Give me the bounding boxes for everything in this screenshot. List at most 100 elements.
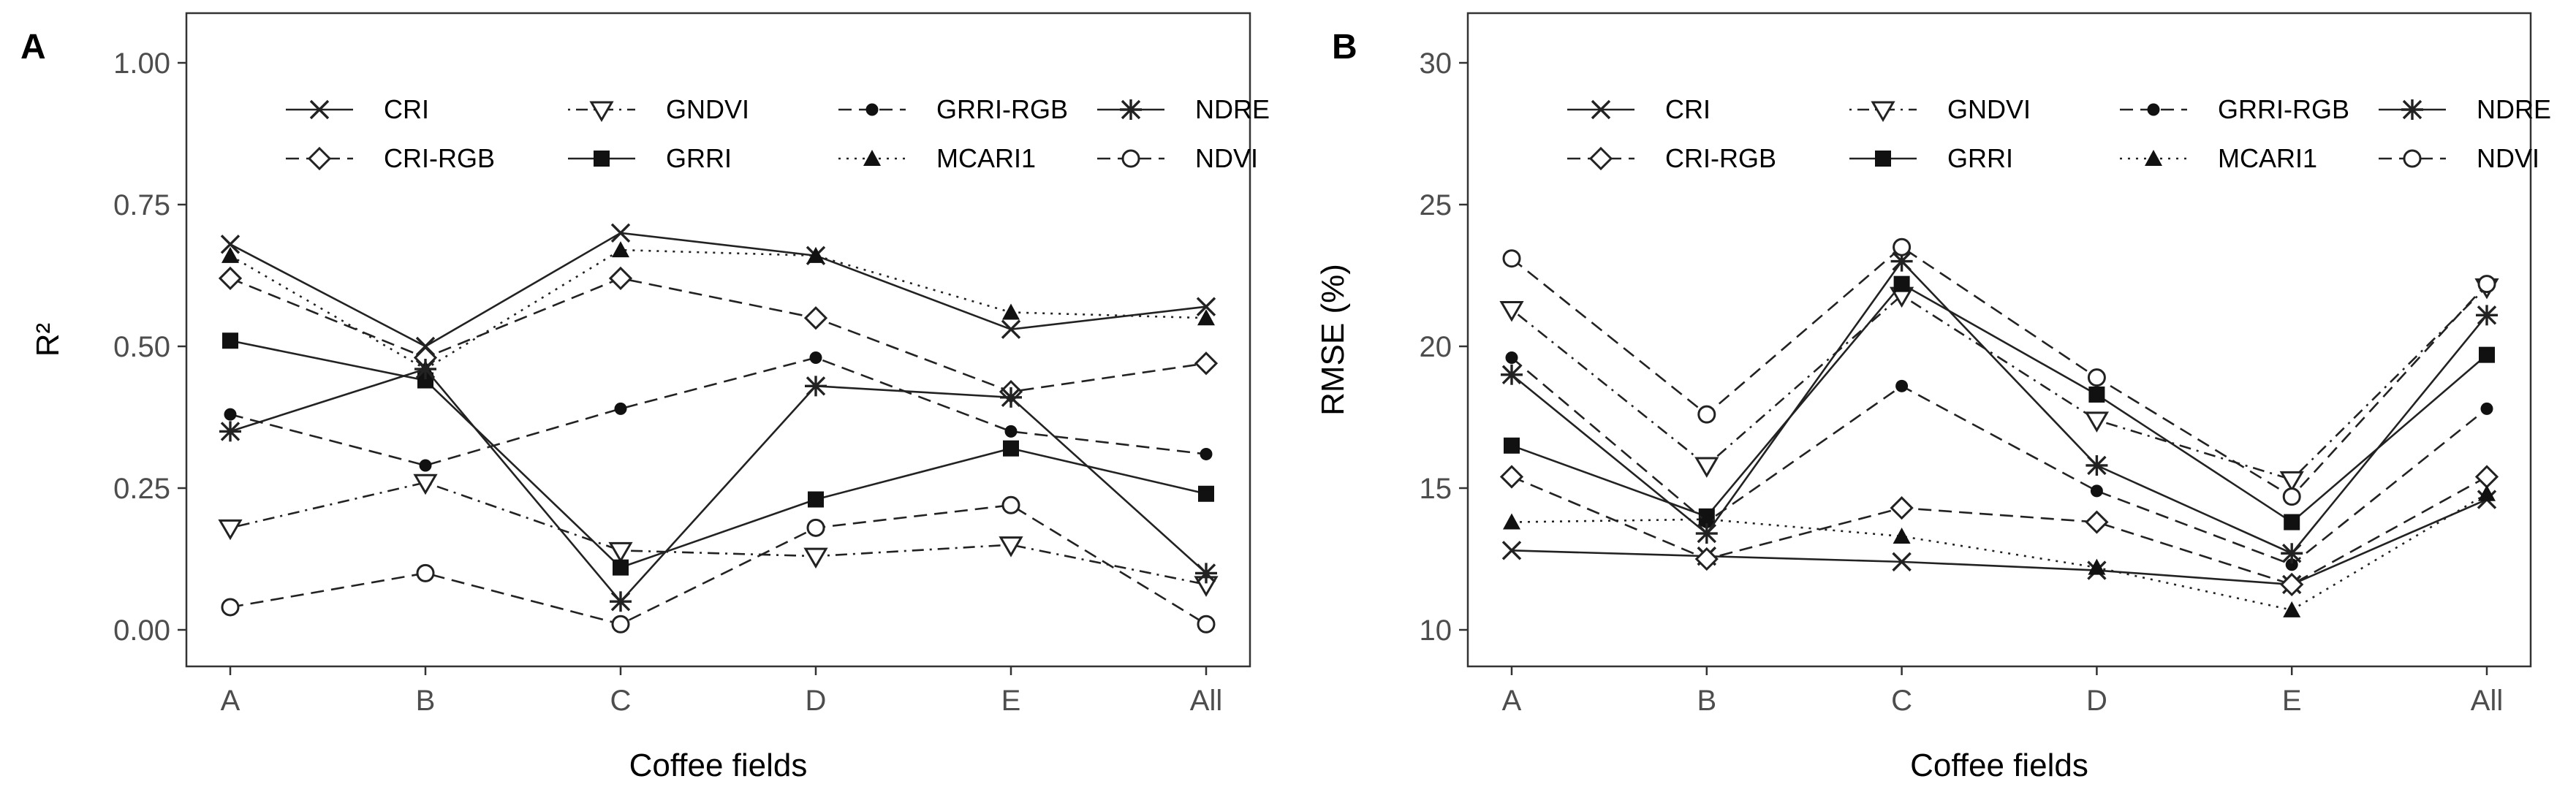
x-tick-label: E <box>1001 685 1021 717</box>
y-axis-title: RMSE (%) <box>1315 264 1351 416</box>
data-point <box>1000 387 1022 408</box>
data-point <box>221 246 239 263</box>
series-grri <box>222 332 1214 576</box>
data-point <box>2284 514 2300 530</box>
series-grri <box>1504 275 2495 530</box>
series-gndvi <box>218 473 1219 597</box>
legend-item-gndvi: GNDVI <box>568 94 749 124</box>
legend-item-grri-rgb: GRRI-RGB <box>2120 94 2349 124</box>
legend-item-gndvi: GNDVI <box>1849 94 2031 124</box>
data-point <box>1893 275 1910 292</box>
data-point <box>1890 496 1914 520</box>
series-gndvi <box>1499 278 2499 492</box>
y-tick-label: 0.50 <box>113 331 170 363</box>
data-point <box>221 598 240 617</box>
series-line <box>230 232 1207 348</box>
data-point <box>803 306 828 330</box>
data-point <box>1195 563 1217 584</box>
x-axis-title: Coffee fields <box>1910 748 2088 783</box>
series-line <box>230 368 1207 604</box>
data-point <box>611 615 630 634</box>
series-line <box>230 503 1207 625</box>
data-point <box>2085 510 2109 534</box>
y-tick-label: 10 <box>1420 615 1452 647</box>
data-point <box>2086 454 2108 476</box>
legend-label: GRRI <box>666 143 732 173</box>
legend-item-ndre: NDRE <box>2379 94 2551 124</box>
data-point <box>2285 558 2298 571</box>
data-point <box>608 541 633 563</box>
legend-marker <box>865 103 879 116</box>
y-tick-label: 30 <box>1420 47 1452 80</box>
x-tick-label: C <box>610 685 632 717</box>
series-line <box>1511 498 2488 586</box>
data-point <box>809 351 822 365</box>
legend-label: NDRE <box>1195 94 1270 124</box>
data-point <box>218 519 243 541</box>
legend-label: MCARI1 <box>936 143 1036 173</box>
data-point <box>1695 523 1718 544</box>
y-tick-label: 0.25 <box>113 473 170 505</box>
data-point <box>2283 601 2301 617</box>
series-cri <box>1501 490 2497 595</box>
series-cri-rgb <box>1499 465 2499 597</box>
series-line <box>1511 246 2488 498</box>
x-tick-label: A <box>1502 685 1522 717</box>
series-cri-rgb <box>218 266 1219 404</box>
data-point <box>610 223 631 243</box>
data-point <box>1004 425 1018 438</box>
legend-marker <box>2401 99 2423 120</box>
legend-label: CRI <box>1665 94 1711 124</box>
plot-frame <box>185 12 1251 668</box>
legend-marker <box>2145 150 2162 166</box>
panel-b: B 10 15 20 25 30 A B C D E All Coffee fields RMSE (%)… <box>1315 12 2551 783</box>
data-point <box>808 491 824 508</box>
series-line <box>1511 476 2488 586</box>
data-point <box>2088 386 2105 403</box>
data-point <box>1893 527 1911 544</box>
data-point <box>219 421 241 442</box>
data-point <box>414 359 436 380</box>
data-point <box>1200 447 1213 460</box>
panel-label: A <box>20 28 46 66</box>
series-line <box>1511 492 2488 612</box>
legend-item-cri: CRI <box>286 94 429 124</box>
x-tick-label: D <box>2086 685 2107 717</box>
legend-label: GNDVI <box>1947 94 2031 124</box>
legend-marker <box>307 146 332 171</box>
data-point <box>1893 237 1912 256</box>
data-point <box>1003 440 1019 457</box>
data-point <box>1197 615 1216 634</box>
legend-marker <box>2403 149 2422 168</box>
legend-marker <box>1591 99 1611 120</box>
legend-marker <box>1121 149 1140 168</box>
series-cri <box>220 223 1216 357</box>
legend-label: CRI-RGB <box>1665 143 1776 173</box>
series-grri-rgb <box>224 351 1213 472</box>
series-line <box>230 277 1207 393</box>
legend-label: GRRI <box>1947 143 2013 173</box>
legend-item-mcari1: MCARI1 <box>2120 143 2317 173</box>
data-point <box>222 332 238 349</box>
data-point <box>2476 305 2498 326</box>
legend-label: NDRE <box>2477 94 2551 124</box>
data-point <box>1694 457 1719 478</box>
series-line <box>1511 282 2488 524</box>
legend-item-grri-rgb: GRRI-RGB <box>838 94 1068 124</box>
series-line <box>1511 286 2488 481</box>
data-point <box>416 563 435 582</box>
data-point <box>610 591 632 612</box>
data-point <box>2084 411 2110 433</box>
series-ndvi <box>221 495 1216 634</box>
panel-a: A 0.00 0.25 0.50 0.75 1.00 A B C D E All Coffee fiel… <box>20 12 1270 783</box>
data-point <box>2281 543 2303 564</box>
panel-label: B <box>1332 28 1357 66</box>
series-mcari1 <box>1503 484 2496 617</box>
data-point <box>1697 510 1716 527</box>
data-point <box>2477 275 2496 294</box>
data-point <box>419 459 432 472</box>
series-line <box>1511 357 2488 566</box>
legend-marker <box>1120 99 1142 120</box>
data-point <box>612 241 629 258</box>
legend-label: GRRI-RGB <box>2218 94 2349 124</box>
